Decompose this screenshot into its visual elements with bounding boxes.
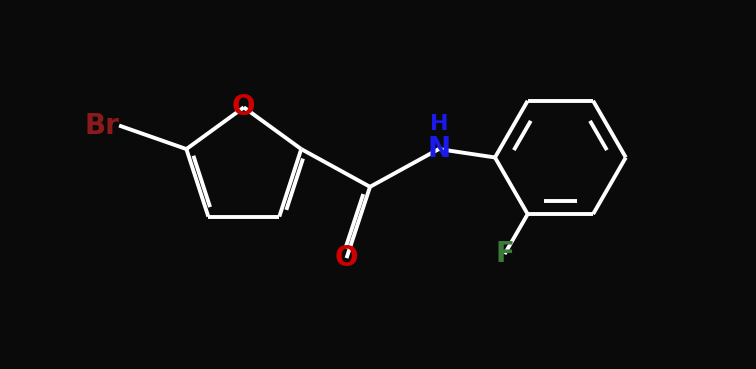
Text: F: F: [495, 240, 514, 268]
Text: H: H: [429, 114, 448, 134]
Text: O: O: [335, 244, 358, 272]
Text: Br: Br: [84, 111, 119, 139]
Text: O: O: [232, 93, 256, 121]
Text: N: N: [427, 135, 451, 163]
